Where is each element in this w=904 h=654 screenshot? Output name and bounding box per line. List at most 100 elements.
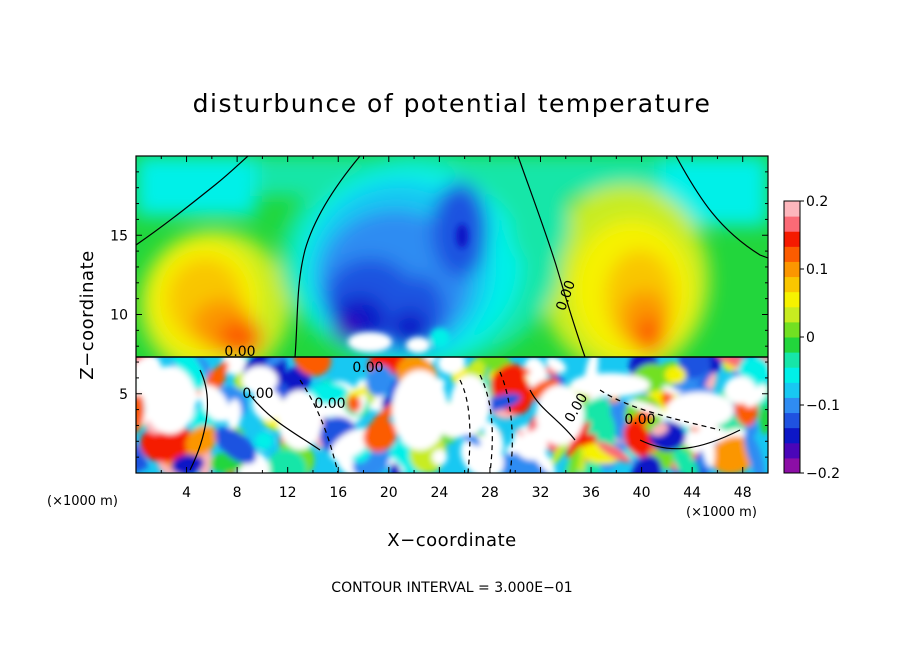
colorbar-swatch <box>784 382 800 398</box>
colorbar-swatch <box>784 427 800 444</box>
field-blob <box>626 399 667 416</box>
field-blob <box>745 384 768 408</box>
colorbar-swatch <box>784 442 800 459</box>
x-axis-unit: (×1000 m) <box>686 505 757 520</box>
field-blob <box>267 449 307 473</box>
x-tick-label: 4 <box>182 485 191 501</box>
chart-title: disturbunce of potential temperature <box>193 89 712 118</box>
colorbar-swatch <box>784 201 800 217</box>
field-blob <box>329 427 373 461</box>
colorbar-tick-label: 0.2 <box>806 194 828 210</box>
field-blob <box>483 421 504 455</box>
x-tick-label: 44 <box>683 485 701 501</box>
colorbar-swatch <box>784 246 800 262</box>
colorbar-swatch <box>784 321 800 338</box>
field-blob <box>254 432 274 450</box>
x-tick-label: 40 <box>633 485 651 501</box>
field-blob <box>523 434 556 473</box>
colorbar-swatch <box>784 291 800 308</box>
field-blob <box>214 361 229 381</box>
field-blob <box>342 386 371 401</box>
x-tick-label: 36 <box>582 485 600 501</box>
colorbar: 0.2 0.1 0 −0.1 −0.2 <box>783 194 840 482</box>
colorbar-tick-label: 0 <box>806 330 815 346</box>
contour-label: 0.00 <box>224 344 255 360</box>
field-blob <box>738 357 768 385</box>
x-ticks: 4 8 12 16 20 24 28 32 36 40 44 48 <box>160 156 752 501</box>
contour-interval-note: CONTOUR INTERVAL = 3.000E−01 <box>331 580 572 596</box>
field-blob <box>545 357 567 373</box>
colorbar-swatch <box>784 306 800 323</box>
field-blob <box>309 382 349 405</box>
contour-label: 0.00 <box>624 412 655 428</box>
upper-field-detail <box>348 224 468 353</box>
field-blob <box>252 388 283 421</box>
field-blob-white <box>278 390 322 450</box>
field-blob <box>293 357 332 377</box>
y-ticks: 5 10 15 <box>110 171 768 458</box>
colorbar-tick-label: 0.1 <box>806 262 828 278</box>
field-blob <box>347 395 361 413</box>
colorbar-swatch <box>784 412 800 429</box>
contour-lines <box>136 156 768 473</box>
field-blob-white <box>144 366 196 434</box>
colorbar-swatch <box>784 261 800 278</box>
colorbar-swatch <box>784 276 800 293</box>
field-blob <box>597 441 631 463</box>
y-tick-label: 15 <box>110 228 128 244</box>
x-tick-label: 32 <box>532 485 550 501</box>
colorbar-tick-label: −0.1 <box>806 398 840 414</box>
colorbar-swatch <box>784 216 800 232</box>
y-axis-label: Z−coordinate <box>77 250 98 379</box>
plot-area: 0.000.000.000.00 0.000.000.00 <box>136 156 768 473</box>
field-blob <box>366 365 393 397</box>
contour-label: 0.00 <box>352 360 383 376</box>
colorbar-swatch <box>784 231 800 247</box>
field-blob <box>227 399 242 431</box>
y-tick-label: 5 <box>119 387 128 403</box>
field-blob <box>631 455 662 473</box>
x-tick-label: 12 <box>279 485 297 501</box>
field-blob <box>390 463 401 473</box>
field-blob <box>566 421 591 458</box>
x-tick-label: 24 <box>430 485 448 501</box>
field-blob-white <box>724 376 756 404</box>
x-tick-label: 16 <box>329 485 347 501</box>
field-blob <box>623 421 652 457</box>
field-blob <box>664 366 686 384</box>
field-blob <box>700 421 715 468</box>
field-blob <box>759 405 768 435</box>
y-axis-unit: (×1000 m) <box>47 494 118 509</box>
colorbar-tick-label: −0.2 <box>806 466 840 482</box>
field-blob <box>634 440 646 452</box>
colorbar-swatch <box>784 367 800 383</box>
colorbar-swatch <box>784 457 800 474</box>
x-tick-label: 20 <box>380 485 398 501</box>
x-tick-label: 8 <box>233 485 242 501</box>
field-blob <box>437 357 466 375</box>
field-blob <box>363 419 397 453</box>
field-blob-white <box>570 373 650 397</box>
x-axis-label: X−coordinate <box>387 530 516 551</box>
field-blob <box>432 449 448 465</box>
field-blob <box>651 423 669 436</box>
field-blob <box>204 401 215 411</box>
field-blob-white <box>392 370 448 450</box>
field-blob <box>136 438 148 470</box>
field-blob-white <box>450 375 490 435</box>
field-blob <box>678 357 711 379</box>
contour-label: 0.00 <box>242 386 273 402</box>
colorbar-swatch <box>784 352 800 368</box>
field-blob <box>171 454 204 473</box>
field-blob-white <box>242 366 278 394</box>
field-blob <box>744 430 765 473</box>
upper-field <box>136 156 768 380</box>
colorbar-swatch <box>784 337 800 353</box>
field-blob <box>215 427 257 464</box>
y-tick-label: 10 <box>110 308 128 324</box>
contour-label: 0.00 <box>314 396 345 412</box>
x-tick-label: 48 <box>734 485 752 501</box>
colorbar-swatch <box>784 397 800 414</box>
field-blob-white <box>536 385 584 445</box>
